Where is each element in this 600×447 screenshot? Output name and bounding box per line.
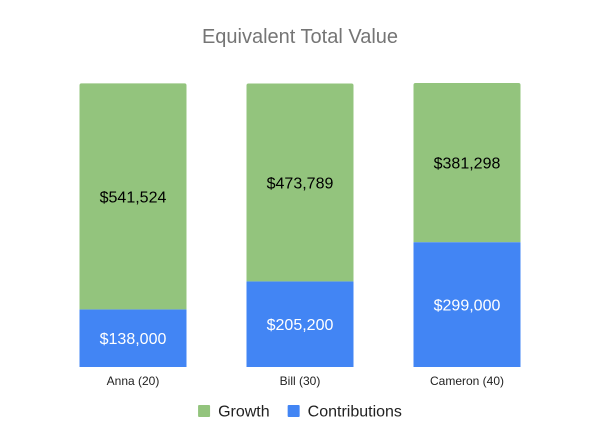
x-tick-label-bill-30: Bill (30) bbox=[280, 374, 321, 388]
bar-growth-cameron-40 bbox=[413, 83, 521, 243]
legend-label-contributions: Contributions bbox=[308, 404, 402, 421]
bars-layer bbox=[79, 83, 521, 367]
data-label-growth-cameron-40: $381,298 bbox=[434, 156, 501, 173]
bar-contributions-anna-20 bbox=[79, 309, 187, 367]
legend: Growth Contributions bbox=[198, 404, 402, 421]
data-label-contributions-bill-30: $205,200 bbox=[267, 317, 334, 334]
data-label-growth-anna-20: $541,524 bbox=[100, 189, 167, 206]
data-label-contributions-anna-20: $138,000 bbox=[100, 331, 167, 348]
bar-growth-anna-20 bbox=[79, 83, 187, 310]
legend-items: Growth Contributions bbox=[198, 404, 402, 421]
bar-contributions-bill-30 bbox=[246, 281, 354, 367]
bar-growth-bill-30 bbox=[246, 83, 354, 282]
bar-contributions-cameron-40 bbox=[413, 242, 521, 367]
data-label-contributions-cameron-40: $299,000 bbox=[434, 298, 501, 315]
x-tick-label-cameron-40: Cameron (40) bbox=[430, 374, 504, 388]
legend-swatch-growth bbox=[198, 405, 211, 417]
x-tick-label-anna-20: Anna (20) bbox=[107, 374, 160, 388]
legend-label-growth: Growth bbox=[218, 404, 270, 421]
value-labels-layer: $138,000 $541,524 $205,200 $473,789 $299,000… bbox=[100, 156, 501, 349]
chart-title: Equivalent Total Value bbox=[202, 26, 398, 48]
x-axis-labels: Anna (20) Bill (30) Cameron (40) bbox=[107, 374, 504, 388]
legend-swatch-contributions bbox=[287, 405, 300, 417]
data-label-growth-bill-30: $473,789 bbox=[267, 175, 334, 192]
